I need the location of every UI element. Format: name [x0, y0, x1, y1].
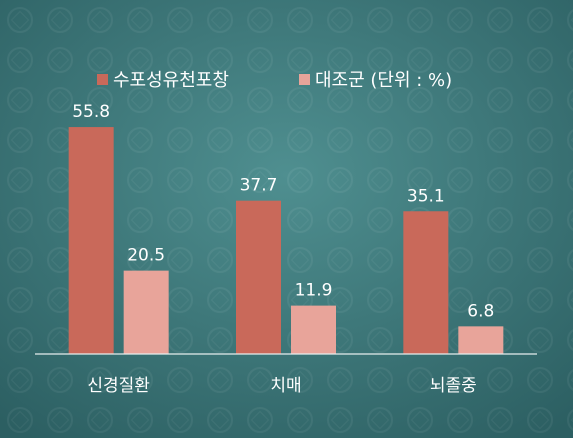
- bar: [458, 326, 504, 354]
- data-label: 55.8: [72, 102, 110, 122]
- legend-swatch: [299, 74, 310, 85]
- legend-label: 수포성유천포창: [113, 70, 229, 91]
- legend-swatch: [97, 74, 108, 85]
- data-label: 37.7: [240, 176, 278, 196]
- x-tick-label: 신경질환: [87, 376, 150, 396]
- data-label: 6.8: [467, 301, 494, 321]
- bar: [236, 200, 281, 354]
- bar: [291, 305, 336, 354]
- data-label: 11.9: [295, 281, 333, 301]
- legend-label: 대조군 (단위 : %): [315, 70, 452, 91]
- data-label: 20.5: [127, 246, 165, 266]
- bar: [68, 127, 114, 354]
- bar: [403, 211, 449, 354]
- x-tick-label: 뇌졸중: [430, 376, 477, 396]
- data-label: 35.1: [407, 186, 445, 206]
- x-tick-label: 치매: [270, 376, 301, 396]
- bar: [123, 270, 169, 354]
